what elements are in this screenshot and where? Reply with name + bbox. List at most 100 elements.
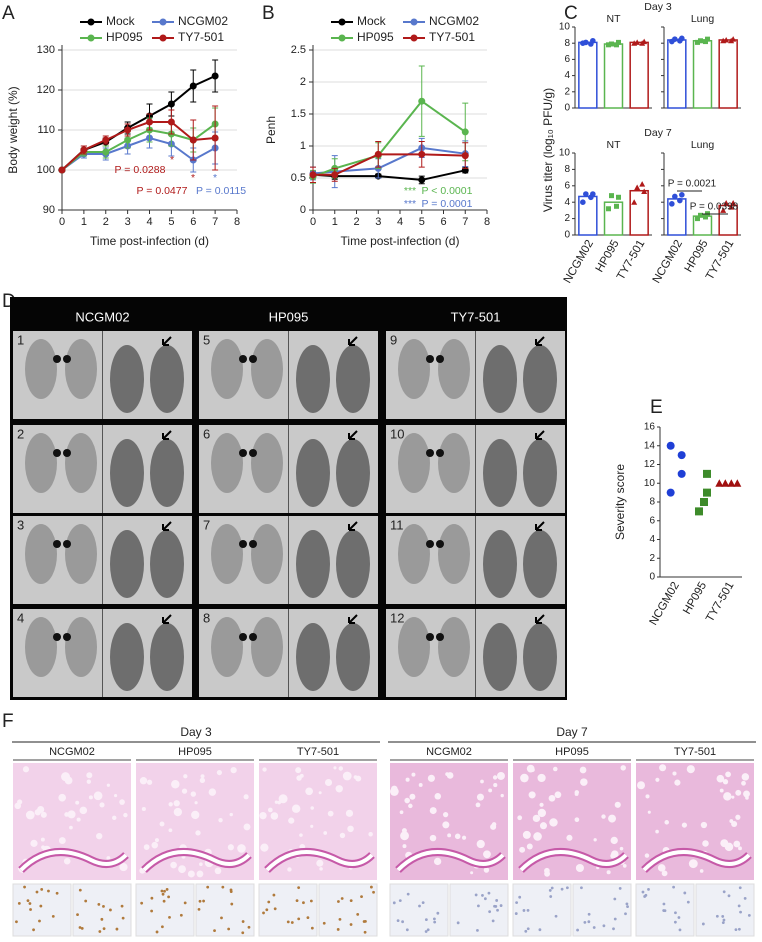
y-tick-label: 10 <box>644 478 656 489</box>
ihc-cell <box>734 928 738 931</box>
alveolus <box>168 802 173 807</box>
ihc-cell <box>337 900 340 903</box>
ct-airway <box>426 540 434 548</box>
ct-airway <box>53 540 61 548</box>
alveolus <box>488 788 493 793</box>
bar <box>629 41 649 109</box>
alveolus <box>291 804 301 813</box>
ihc-cell <box>398 899 402 903</box>
alveolus <box>63 857 71 865</box>
ct-lung <box>336 439 370 507</box>
ihc-cell <box>647 887 650 891</box>
ihc-cell <box>518 895 522 899</box>
ct-lung <box>336 623 370 691</box>
y-tick-label: 2 <box>300 76 306 88</box>
alveolus <box>267 807 273 813</box>
alveolus <box>537 808 547 818</box>
ct-airway <box>436 540 444 548</box>
point <box>698 212 703 218</box>
alveolus <box>260 843 269 852</box>
ihc-cell <box>241 931 245 935</box>
alveolus <box>566 834 573 841</box>
point <box>634 184 641 190</box>
point <box>672 36 678 42</box>
alveolus <box>483 850 491 859</box>
alveolus <box>400 831 409 841</box>
point <box>588 194 594 201</box>
ct-lung <box>483 345 517 413</box>
ct-airway <box>436 355 444 363</box>
alveolus <box>539 802 544 807</box>
alveolus <box>493 783 498 788</box>
ihc-cell <box>432 917 436 921</box>
ihc-cell <box>55 891 59 895</box>
ihc-cell <box>140 901 144 905</box>
y-tick-label: 6 <box>564 180 570 191</box>
ihc-cell <box>372 890 375 894</box>
ihc-cell <box>424 918 428 921</box>
alveolus <box>470 871 474 875</box>
ihc-cell <box>121 916 125 920</box>
alveolus <box>699 869 704 873</box>
point <box>672 193 678 200</box>
y-tick-label: 100 <box>37 164 55 176</box>
ihc-cell <box>167 895 171 899</box>
y-tick-label: 4 <box>649 534 655 545</box>
alveolus <box>173 800 180 807</box>
ct-airway <box>426 633 434 641</box>
alveolus <box>296 775 302 781</box>
alveolus <box>688 859 698 869</box>
ct-arrow <box>535 336 545 346</box>
ct-arrow <box>348 614 358 624</box>
ct-lung <box>398 339 430 399</box>
x-tick-label: 7 <box>212 216 218 228</box>
alveolus <box>96 832 103 840</box>
alveolus <box>610 850 619 858</box>
alveolus <box>310 806 314 810</box>
alveolus <box>445 772 449 777</box>
ihc-cell <box>364 919 367 923</box>
ct-airway <box>436 449 444 457</box>
alveolus <box>447 833 452 838</box>
ihc-cell <box>84 899 88 903</box>
ct-lung <box>25 524 57 584</box>
ihc-cell <box>674 911 677 915</box>
alveolus <box>517 815 523 821</box>
alveolus <box>278 794 288 804</box>
x-tick-label: HP095 <box>681 580 709 616</box>
point <box>606 206 611 212</box>
y-tick-label: 10 <box>559 148 571 159</box>
ihc-cell <box>273 907 277 911</box>
alveolus <box>700 821 708 829</box>
series-line <box>61 123 216 171</box>
y-tick-label: 10 <box>559 22 571 33</box>
alveolus <box>114 793 118 798</box>
alveolus <box>195 830 201 836</box>
ihc-cell <box>499 904 503 907</box>
legend-marker <box>338 18 346 26</box>
ct-lung <box>110 439 144 507</box>
point <box>609 193 614 199</box>
x-tick-label: 2 <box>353 216 359 228</box>
point <box>580 199 586 205</box>
panel-label: C <box>564 3 578 24</box>
alveolus <box>67 810 76 819</box>
ct-airway <box>53 449 61 457</box>
alveolus <box>194 801 198 805</box>
ihc-cell <box>150 896 154 900</box>
x-tick-label: 4 <box>146 216 152 228</box>
ct-lung <box>438 433 470 493</box>
point <box>695 507 703 516</box>
alveolus <box>40 811 47 818</box>
point <box>639 40 646 46</box>
panel-title: Lung <box>691 139 715 151</box>
legend-marker <box>410 18 418 26</box>
ct-arrow <box>162 521 172 531</box>
alveolus <box>187 870 195 878</box>
ihc-cell <box>701 922 705 926</box>
ihc-cell <box>641 890 645 894</box>
alveolus <box>429 807 437 815</box>
ct-airway <box>239 540 247 548</box>
x-tick-label: 5 <box>419 216 425 228</box>
alveolus <box>681 822 688 828</box>
